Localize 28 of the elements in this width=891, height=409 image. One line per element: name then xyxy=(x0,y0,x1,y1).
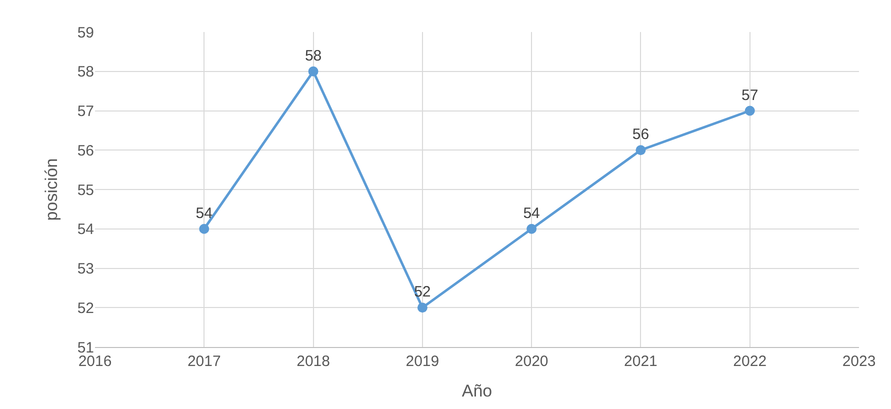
point xyxy=(417,302,428,313)
x-tick-label: 2017 xyxy=(187,353,221,370)
y-tick-label: 58 xyxy=(77,64,94,81)
y-tick-label: 57 xyxy=(77,103,94,120)
y-tick-label: 55 xyxy=(77,182,94,199)
x-axis-title: Año xyxy=(462,381,492,400)
x-tick-label: 2018 xyxy=(296,353,330,370)
y-axis-title: posición xyxy=(42,158,61,221)
x-tick-label: 2021 xyxy=(624,353,658,370)
point xyxy=(526,224,537,234)
x-tick-label: 2023 xyxy=(842,353,876,370)
y-tick-label: 54 xyxy=(77,221,94,238)
point xyxy=(308,66,318,76)
data-label: 56 xyxy=(632,126,650,144)
y-tick-label: 56 xyxy=(77,142,94,160)
x-tick-label: 2022 xyxy=(733,353,767,370)
y-tick-label: 53 xyxy=(77,260,94,278)
data-label: 58 xyxy=(304,47,322,64)
x-tick-label: 2020 xyxy=(514,353,548,370)
y-tick-label: 59 xyxy=(77,24,94,42)
data-label: 57 xyxy=(742,86,758,104)
point xyxy=(744,106,755,116)
y-tick-label: 52 xyxy=(77,300,94,317)
x-tick-label: 2019 xyxy=(406,353,440,370)
data-label: 54 xyxy=(196,204,212,222)
data-label: 54 xyxy=(523,204,540,222)
point xyxy=(636,145,646,156)
point xyxy=(199,224,210,234)
